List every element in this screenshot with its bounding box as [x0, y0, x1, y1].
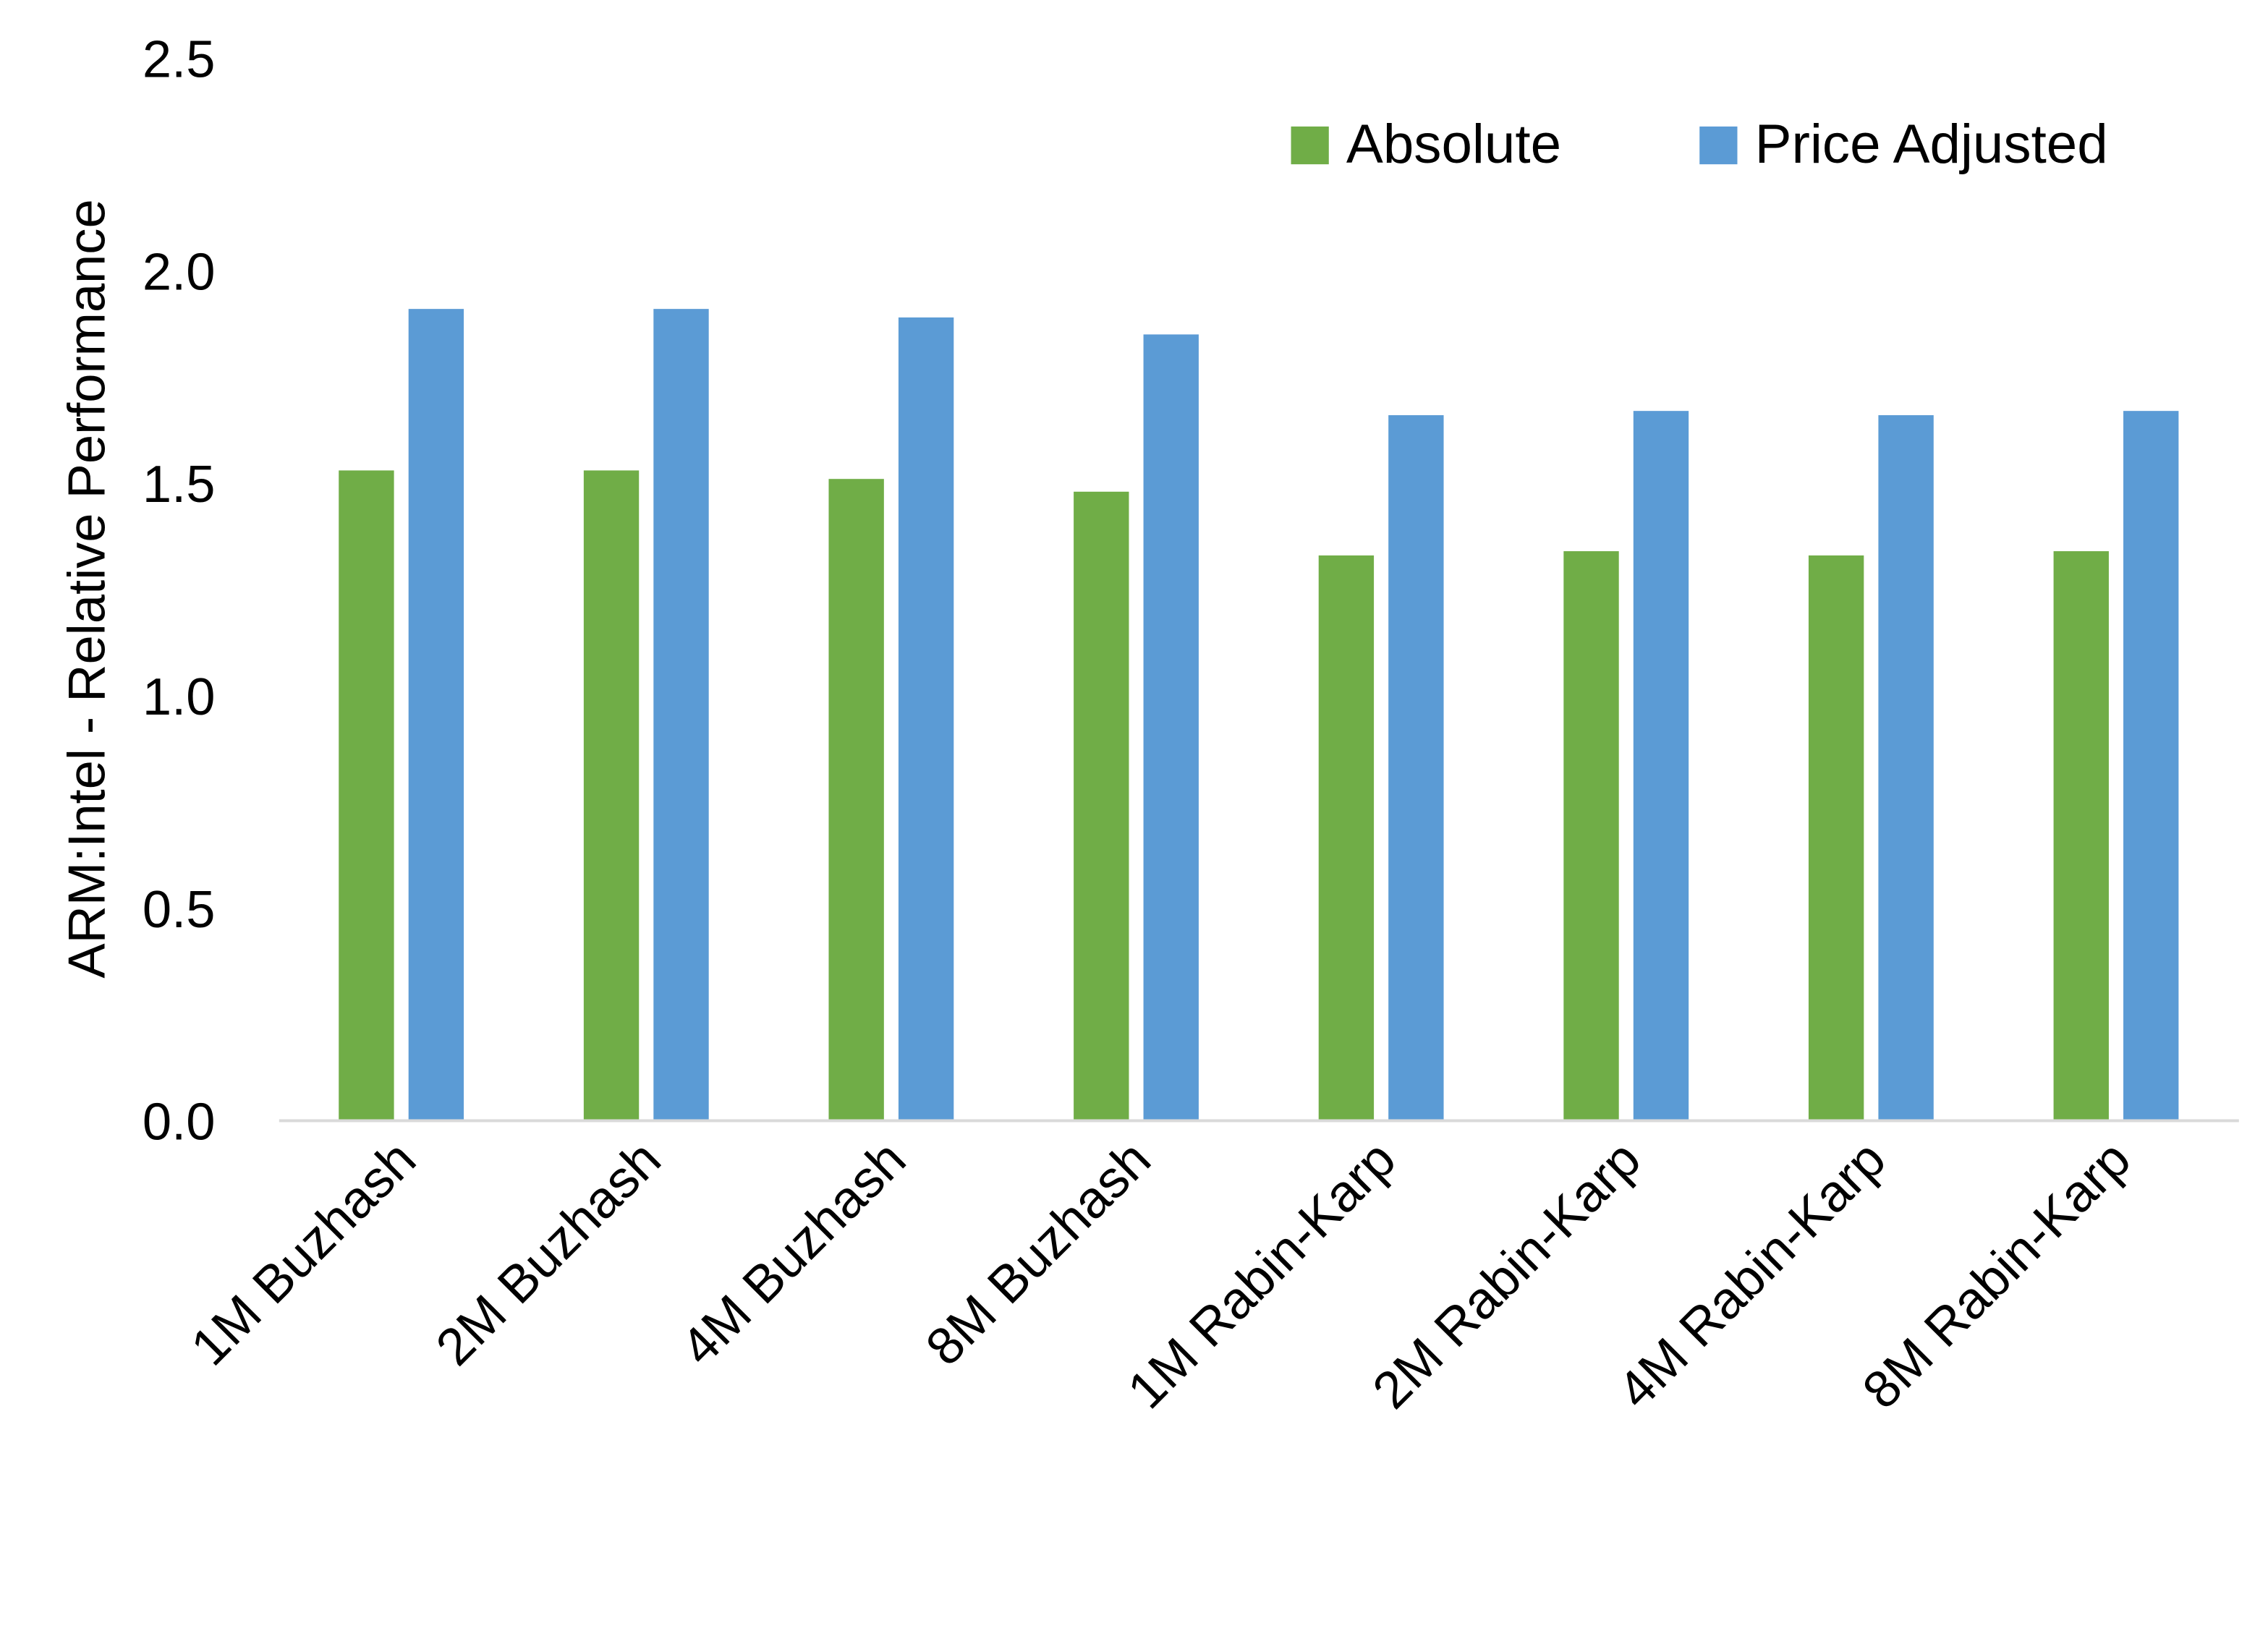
bar-absolute [583, 470, 640, 1121]
x-tick-label: 8M Rabin-Karp [1852, 1130, 2142, 1421]
bar-absolute [1808, 555, 1864, 1121]
bar-absolute [339, 470, 394, 1121]
bar-price-adjusted [653, 309, 709, 1121]
x-tick-label: 2M Buzhash [425, 1130, 672, 1377]
bar-price-adjusted [1878, 415, 1934, 1121]
y-tick-label: 2.0 [143, 243, 216, 301]
legend: Absolute Price Adjusted [1291, 114, 2108, 175]
bar-absolute [1074, 491, 1129, 1121]
bar-price-adjusted [408, 309, 464, 1121]
bar-price-adjusted [1633, 411, 1689, 1121]
bar-price-adjusted [2123, 411, 2179, 1121]
x-tick-label: 1M Buzhash [180, 1130, 427, 1377]
bar-price-adjusted [898, 317, 954, 1121]
bar-absolute [1563, 551, 1619, 1121]
x-tick-label: 4M Buzhash [670, 1130, 917, 1377]
bar-price-adjusted [1388, 415, 1444, 1121]
legend-swatch-price-adjusted [1699, 126, 1738, 165]
bar-absolute [828, 479, 884, 1121]
y-tick-label: 1.0 [143, 668, 216, 726]
y-tick-label: 1.5 [143, 456, 216, 514]
legend-swatch-absolute [1291, 126, 1329, 165]
y-tick-label: 2.5 [143, 31, 216, 89]
y-tick-label: 0.0 [143, 1094, 216, 1151]
y-tick-label: 0.5 [143, 881, 216, 939]
x-tick-label: 8M Buzhash [915, 1130, 1162, 1377]
legend-label-absolute: Absolute [1346, 114, 1561, 175]
y-axis-label: ARM:Intel - Relative Performance [59, 199, 116, 978]
bar-absolute [1318, 555, 1375, 1121]
bar-price-adjusted [1143, 334, 1199, 1121]
legend-label-price-adjusted: Price Adjusted [1755, 114, 2108, 175]
bar-absolute [2053, 551, 2109, 1121]
